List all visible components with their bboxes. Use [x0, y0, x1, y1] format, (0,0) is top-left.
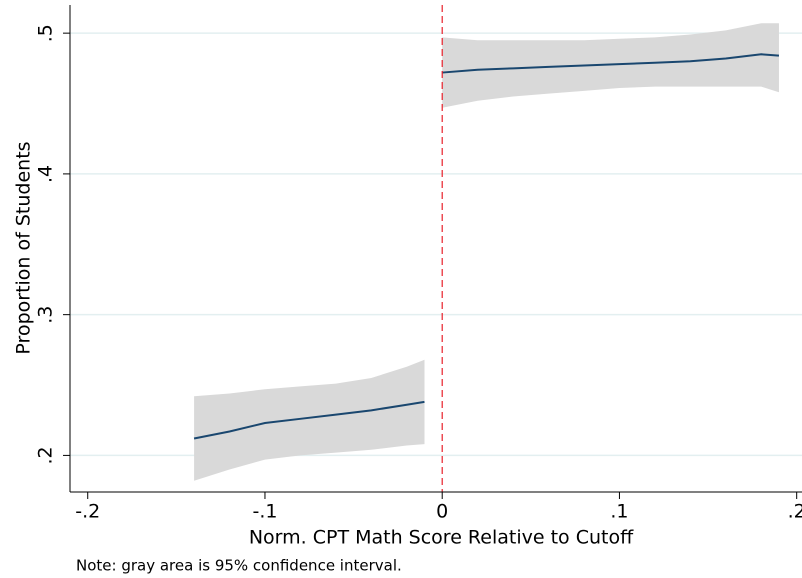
fit-line — [193, 400, 425, 440]
fit-line — [442, 53, 780, 74]
confidence-band — [442, 23, 779, 108]
y-tick-label: .2 — [35, 446, 57, 464]
y-axis-label: Proportion of Students — [13, 141, 35, 354]
x-tick-label: .2 — [788, 501, 802, 523]
confidence-band — [194, 359, 425, 481]
x-tick-label: .1 — [610, 501, 628, 523]
x-tick-label: 0 — [436, 501, 448, 523]
y-tick-label: .3 — [35, 306, 57, 324]
x-tick-label: -.2 — [75, 501, 100, 523]
x-tick-label: -.1 — [252, 501, 277, 523]
note: Note: gray area is 95% confidence interv… — [76, 557, 402, 575]
x-axis-label: Norm. CPT Math Score Relative to Cutoff — [249, 527, 634, 549]
y-tick-label: .4 — [35, 165, 57, 183]
y-tick-label: .5 — [35, 24, 57, 42]
